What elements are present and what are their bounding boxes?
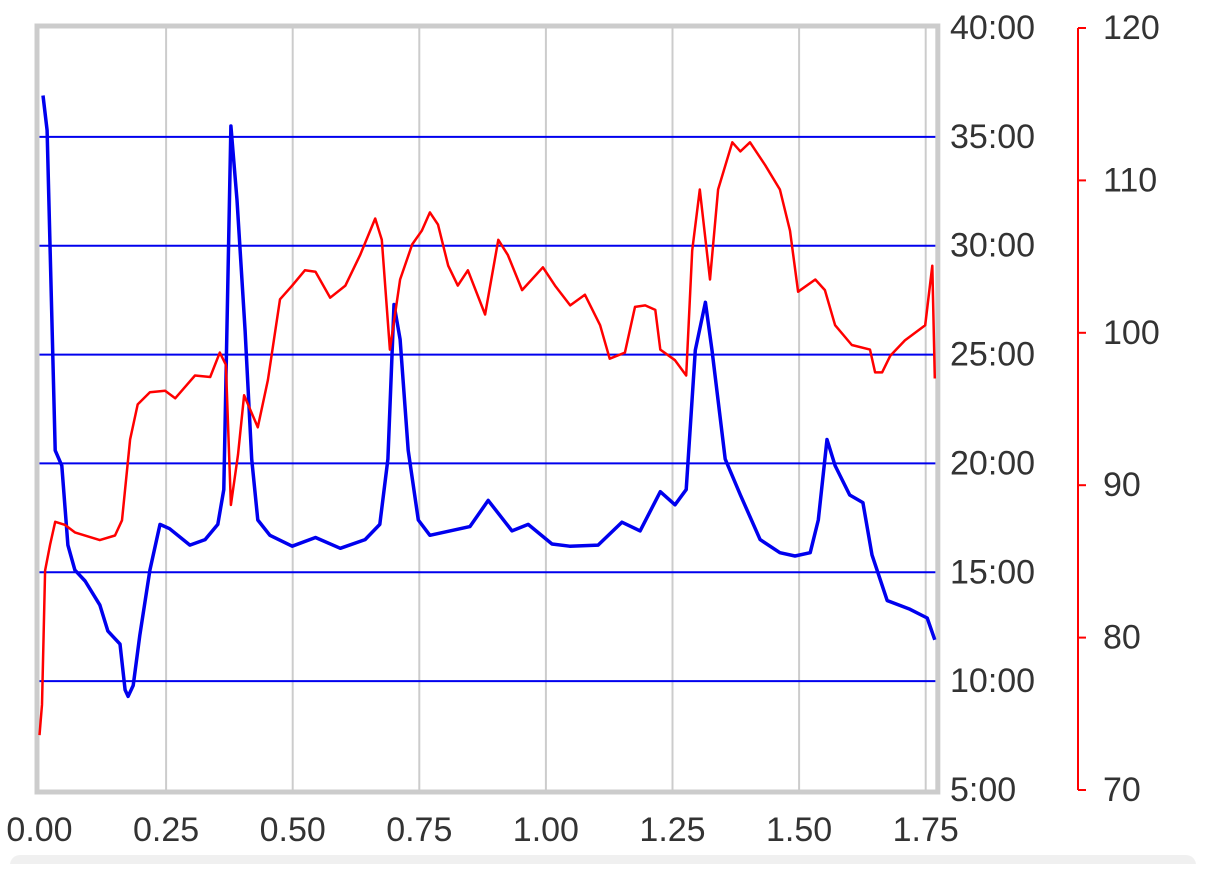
series-line: [41, 95, 937, 699]
series-line: [38, 141, 937, 736]
y-tick-label: 40:00: [950, 9, 1035, 47]
y-tick-label: 15:00: [950, 553, 1035, 591]
y2-tick-label: 90: [1103, 466, 1141, 504]
bottom-bar: [10, 855, 1196, 869]
y-tick-label: 10:00: [950, 662, 1035, 700]
plot-border: [34, 23, 941, 795]
y-tick-label: 25:00: [950, 336, 1035, 374]
y2-tick-label: 100: [1103, 314, 1160, 352]
y-tick-label: 30:00: [950, 227, 1035, 265]
x-tick-label: 1.50: [766, 811, 832, 849]
y2-tick-label: 80: [1103, 619, 1141, 657]
x-tick-label: 0.00: [6, 811, 72, 849]
y-tick-label: 20:00: [950, 444, 1035, 482]
x-tick-label: 0.50: [260, 811, 326, 849]
x-tick-label: 0.25: [133, 811, 199, 849]
x-tick-label: 1.75: [893, 811, 959, 849]
y2-tick-label: 120: [1103, 9, 1160, 47]
y2-tick-label: 110: [1103, 161, 1157, 199]
x-tick-label: 1.25: [639, 811, 705, 849]
y2-tick-label: 70: [1103, 771, 1141, 809]
y-tick-label: 35:00: [950, 118, 1035, 156]
x-tick-label: 0.75: [386, 811, 452, 849]
y-tick-label: 5:00: [950, 771, 1016, 809]
x-tick-label: 1.00: [513, 811, 579, 849]
